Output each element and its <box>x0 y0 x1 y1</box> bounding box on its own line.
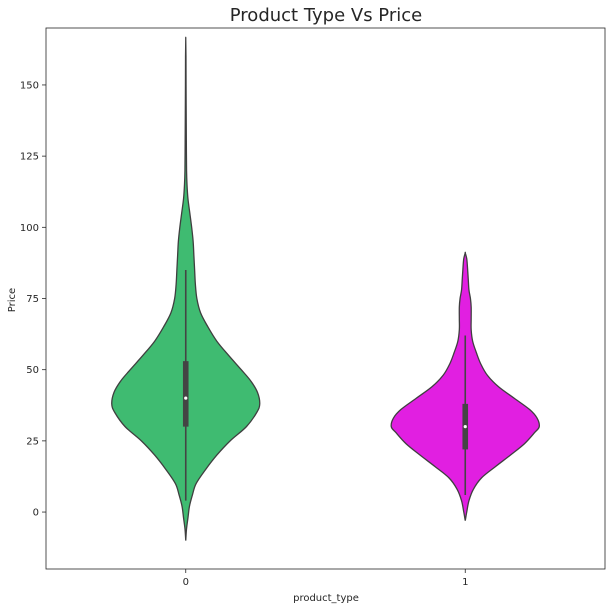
y-tick-label: 100 <box>20 223 39 234</box>
y-tick-label: 125 <box>20 152 39 163</box>
y-tick-label: 0 <box>33 508 39 519</box>
violins <box>111 36 540 541</box>
y-tick-label: 150 <box>20 80 39 91</box>
violin-median-1 <box>463 425 467 429</box>
x-axis-label: product_type <box>293 593 359 604</box>
y-axis: 0 25 50 75 100 125 150 <box>20 80 46 519</box>
y-tick-label: 50 <box>26 365 39 376</box>
y-tick-label: 25 <box>26 436 39 447</box>
violin-iqr-box-0 <box>182 361 189 427</box>
chart-title: Product Type Vs Price <box>230 5 422 26</box>
x-tick-label: 0 <box>183 577 189 588</box>
plot-frame <box>45 27 606 570</box>
y-axis-label: Price <box>7 288 18 312</box>
violin-median-0 <box>184 396 188 400</box>
plot-area <box>45 27 606 570</box>
y-tick-label: 75 <box>26 294 39 305</box>
x-tick-label: 1 <box>462 577 468 588</box>
